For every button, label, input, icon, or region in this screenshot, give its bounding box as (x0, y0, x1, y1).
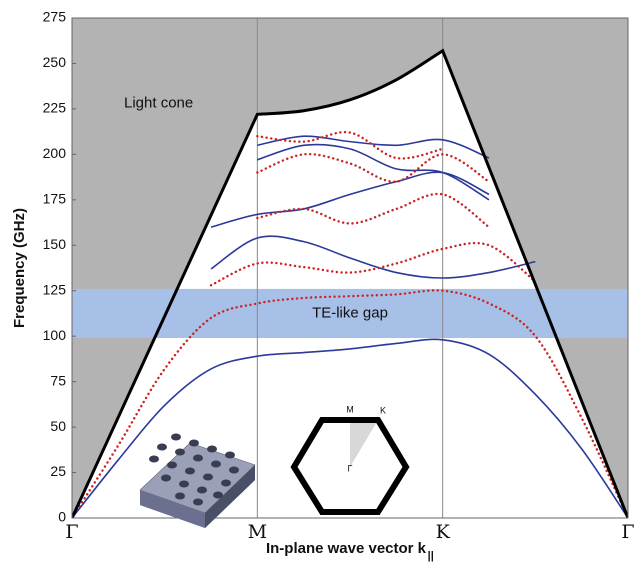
band-line (210, 235, 536, 279)
band-line (209, 241, 537, 287)
y-tick-label: 50 (50, 418, 66, 434)
gap-label: TE-like gap (312, 304, 388, 321)
y-tick-label: 100 (43, 327, 67, 343)
band-line (72, 289, 628, 518)
y-tick-label: 25 (50, 463, 66, 479)
band-line (256, 192, 491, 229)
x-tick-label: K (436, 521, 451, 543)
slab-inset (139, 433, 256, 528)
y-tick-label: 250 (43, 54, 67, 70)
band-line (256, 152, 491, 183)
band-line (257, 143, 490, 201)
band-line (257, 135, 490, 159)
x-tick-label: Γ (621, 521, 634, 543)
inset-label: Γ (348, 463, 353, 473)
inset-label: M (346, 404, 354, 414)
x-tick-label: Γ (65, 521, 78, 543)
y-tick-label: 200 (43, 145, 67, 161)
y-tick-label: 125 (43, 281, 67, 297)
y-axis-label: Frequency (GHz) (11, 208, 28, 328)
x-tick-label: M (248, 521, 267, 543)
light-cone-line (72, 48, 628, 518)
light-cone-shade (72, 18, 628, 518)
light-cone-label: Light cone (124, 94, 193, 111)
plot-area (72, 18, 628, 518)
y-tick-label: 75 (50, 372, 66, 388)
y-tick-label: 225 (43, 100, 67, 116)
y-tick-label: 0 (58, 509, 66, 525)
x-axis-label-subscript: || (428, 550, 434, 562)
labels: Γ M K Γ0255075100125150175200225250275Light… (11, 9, 634, 562)
inset-label: K (380, 405, 386, 415)
y-tick-label: 275 (43, 9, 67, 25)
y-tick-label: 150 (43, 236, 67, 252)
band-line (72, 338, 628, 518)
plot-frame (71, 17, 629, 519)
band-line (210, 171, 490, 228)
y-tick-label: 175 (43, 191, 67, 207)
x-axis-label: In-plane wave vector k (266, 540, 427, 557)
band-line (256, 130, 444, 160)
brillouin-inset: M K Γ (290, 404, 410, 515)
